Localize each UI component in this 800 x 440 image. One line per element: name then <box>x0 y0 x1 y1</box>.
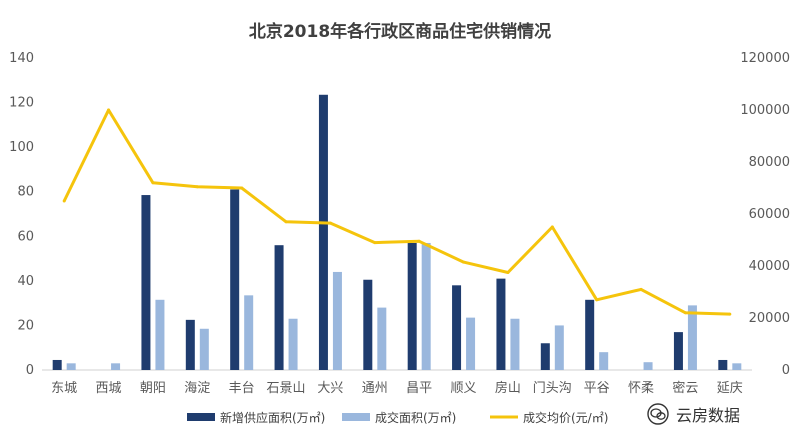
supply-bar <box>585 299 595 370</box>
price-point <box>62 199 66 203</box>
right-tick-label: 0 <box>782 363 790 378</box>
wechat-icon <box>647 403 669 425</box>
deal-bar <box>155 299 165 370</box>
category-label: 延庆 <box>717 381 743 396</box>
price-point <box>683 311 687 315</box>
deal-bar <box>288 318 298 370</box>
price-point <box>462 260 466 264</box>
deal-bar <box>332 271 342 370</box>
deal-bar <box>66 363 76 370</box>
price-point <box>373 241 377 245</box>
left-tick-label: 120 <box>9 96 34 111</box>
left-tick-label: 80 <box>17 185 34 200</box>
price-line <box>62 108 732 316</box>
supply-bar <box>496 278 506 370</box>
price-point <box>550 225 554 229</box>
price-point <box>595 298 599 302</box>
bars <box>52 94 742 371</box>
supply-bar <box>407 242 417 370</box>
chart-title: 北京2018年各行政区商品住宅供销情况 <box>249 21 551 42</box>
category-label: 怀柔 <box>628 381 654 396</box>
deal-bar <box>687 305 697 370</box>
legend-swatch <box>187 413 215 421</box>
price-point <box>284 220 288 224</box>
price-point <box>328 221 332 225</box>
right-tick-label: 60000 <box>749 207 790 222</box>
price-point <box>639 287 643 291</box>
right-tick-label: 100000 <box>740 103 790 118</box>
category-label: 通州 <box>362 381 388 396</box>
deal-bar <box>421 242 431 370</box>
category-label: 昌平 <box>406 381 432 396</box>
supply-bar <box>673 332 683 370</box>
price-point <box>195 185 199 189</box>
category-label: 东城 <box>51 381 77 396</box>
legend: 新增供应面积(万㎡) 成交面积(万㎡) 成交均价(元/㎡) <box>187 410 608 425</box>
price-point <box>506 271 510 274</box>
left-tick-label: 100 <box>9 140 34 155</box>
supply-bar <box>185 319 195 370</box>
category-label: 朝阳 <box>140 381 166 396</box>
category-label: 平谷 <box>584 381 610 396</box>
category-label: 丰台 <box>229 381 255 396</box>
category-label: 房山 <box>495 380 521 396</box>
supply-bar <box>274 245 284 370</box>
price-point <box>240 186 244 190</box>
supply-bar <box>52 359 62 370</box>
category-label: 大兴 <box>317 381 343 396</box>
category-label: 海淀 <box>184 381 210 396</box>
left-tick-label: 140 <box>9 51 34 66</box>
category-label: 西城 <box>96 381 122 396</box>
left-axis: 0 20 40 60 80 100 120 140 <box>9 51 34 378</box>
deal-bar <box>377 307 387 370</box>
deal-bar <box>643 362 653 370</box>
category-labels: 东城 西城 朝阳 海淀 丰台 石景山 大兴 通州 昌平 顺义 房山 门头沟 平谷 怀柔 密云 延庆 <box>51 380 743 396</box>
category-label: 门头沟 <box>533 381 572 396</box>
legend-label: 成交面积(万㎡) <box>375 410 456 425</box>
right-tick-label: 120000 <box>740 51 790 66</box>
deal-bar <box>510 318 520 370</box>
right-axis: 0 20000 40000 60000 80000 100000 120000 <box>740 51 790 378</box>
left-tick-label: 40 <box>17 274 34 289</box>
category-label: 密云 <box>672 380 698 396</box>
right-tick-label: 80000 <box>749 155 790 170</box>
price-point <box>151 181 155 185</box>
price-line-path <box>62 108 730 316</box>
price-point <box>728 312 732 316</box>
supply-bar <box>141 195 151 370</box>
watermark-text: 云房数据 <box>676 406 740 425</box>
deal-bar <box>732 363 742 370</box>
left-tick-label: 20 <box>17 318 34 333</box>
legend-label: 新增供应面积(万㎡) <box>220 410 325 425</box>
supply-bar <box>718 359 728 370</box>
supply-bar <box>363 279 373 370</box>
supply-bar <box>230 189 240 370</box>
legend-label: 成交均价(元/㎡) <box>523 410 608 425</box>
deal-bar <box>244 295 254 370</box>
right-tick-label: 20000 <box>749 311 790 326</box>
deal-bar <box>199 328 209 370</box>
deal-bar <box>111 363 121 370</box>
watermark: 云房数据 <box>647 403 740 425</box>
left-tick-label: 60 <box>17 229 34 244</box>
price-point <box>107 108 111 112</box>
deal-bar <box>599 352 609 370</box>
supply-bar <box>452 285 462 370</box>
deal-bar <box>466 317 476 370</box>
price-point <box>417 239 421 243</box>
left-tick-label: 0 <box>26 363 34 378</box>
category-label: 顺义 <box>451 381 477 396</box>
supply-bar <box>540 343 550 370</box>
deal-bar <box>554 325 564 370</box>
supply-bar <box>318 94 328 371</box>
right-tick-label: 40000 <box>749 259 790 274</box>
legend-swatch <box>342 413 370 421</box>
category-label: 石景山 <box>267 381 306 396</box>
